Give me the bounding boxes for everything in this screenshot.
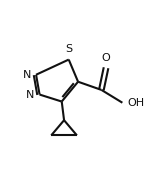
Text: S: S <box>65 44 72 54</box>
Text: O: O <box>102 53 110 63</box>
Text: OH: OH <box>128 98 145 108</box>
Text: N: N <box>22 70 31 80</box>
Text: N: N <box>26 90 34 100</box>
